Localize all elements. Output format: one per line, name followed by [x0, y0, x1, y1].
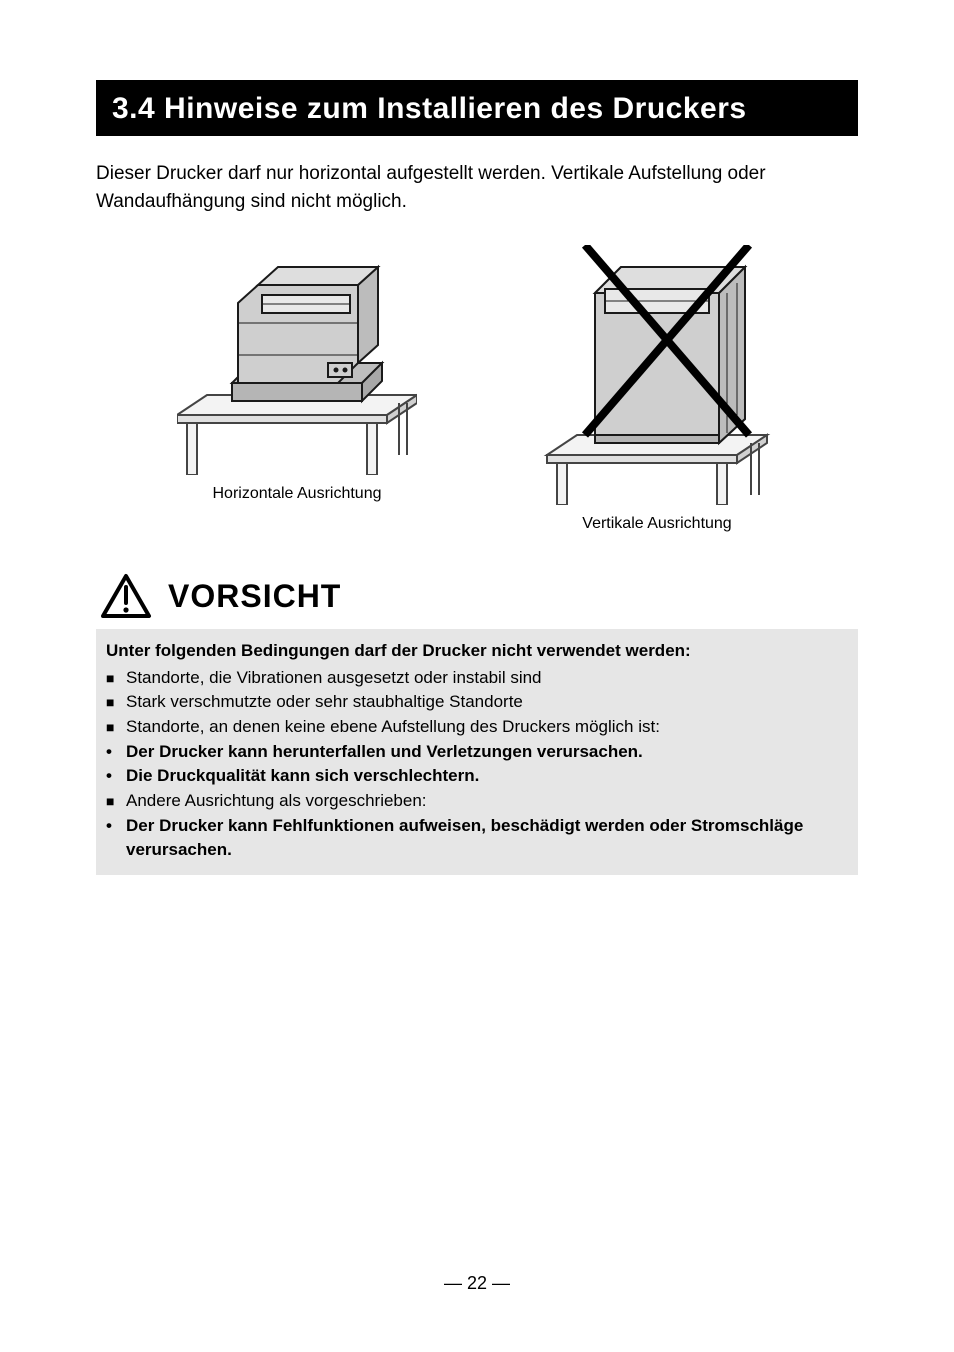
printer-vertical-icon [537, 245, 777, 505]
printer-horizontal-icon [177, 245, 417, 475]
caution-list-item: Der Drucker kann herunterfallen und Verl… [106, 740, 848, 765]
figure-horizontal: Horizontale Ausrichtung [177, 245, 417, 533]
caution-title: VORSICHT [168, 578, 341, 615]
caution-header: VORSICHT [96, 573, 858, 619]
caution-list-item: Standorte, die Vibrationen ausgesetzt od… [106, 666, 848, 691]
caption-vertical: Vertikale Ausrichtung [582, 515, 731, 533]
page: 3.4 Hinweise zum Installieren des Drucke… [0, 0, 954, 1352]
caution-list-item: Standorte, an denen keine ebene Aufstell… [106, 715, 848, 740]
caution-list-item: Der Drucker kann Fehlfunktionen aufweise… [106, 814, 848, 863]
caution-list-item: Andere Ausrichtung als vorgeschrieben: [106, 789, 848, 814]
caution-lead: Unter folgenden Bedingungen darf der Dru… [106, 639, 848, 664]
caution-box: Unter folgenden Bedingungen darf der Dru… [96, 629, 858, 875]
figures-row: Horizontale Ausrichtung [96, 245, 858, 533]
page-number: — 22 — [0, 1273, 954, 1294]
section-heading: 3.4 Hinweise zum Installieren des Drucke… [96, 80, 858, 136]
warning-triangle-icon [100, 573, 152, 619]
caution-list: Standorte, die Vibrationen ausgesetzt od… [106, 666, 848, 863]
caution-list-item: Stark verschmutzte oder sehr staubhaltig… [106, 690, 848, 715]
intro-paragraph: Dieser Drucker darf nur horizontal aufge… [96, 160, 858, 215]
caption-horizontal: Horizontale Ausrichtung [213, 485, 382, 503]
figure-vertical: Vertikale Ausrichtung [537, 245, 777, 533]
caution-list-item: Die Druckqualität kann sich verschlechte… [106, 764, 848, 789]
